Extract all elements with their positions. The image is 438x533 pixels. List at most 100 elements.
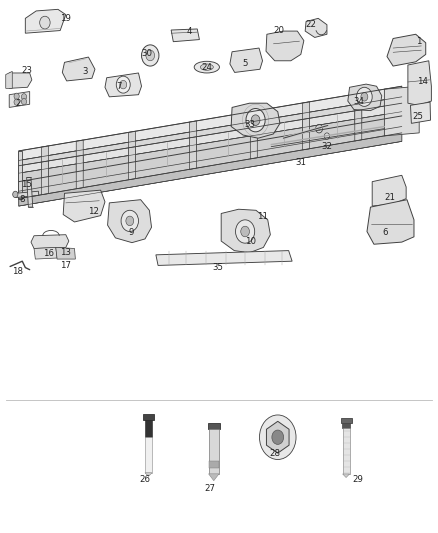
Circle shape (324, 133, 329, 139)
Polygon shape (18, 151, 22, 199)
Polygon shape (19, 116, 402, 191)
Circle shape (241, 226, 250, 237)
Polygon shape (42, 161, 48, 195)
Ellipse shape (200, 64, 213, 70)
Circle shape (272, 430, 284, 445)
Polygon shape (19, 97, 402, 191)
Polygon shape (31, 235, 69, 248)
Circle shape (121, 211, 138, 231)
Polygon shape (76, 140, 83, 172)
Ellipse shape (194, 61, 219, 73)
Circle shape (116, 76, 130, 93)
Polygon shape (231, 103, 280, 138)
Polygon shape (303, 118, 310, 150)
Polygon shape (303, 102, 310, 133)
Text: 20: 20 (274, 26, 285, 35)
Polygon shape (145, 473, 152, 477)
Polygon shape (27, 177, 33, 207)
Text: 29: 29 (352, 475, 363, 484)
Polygon shape (128, 147, 135, 180)
Circle shape (21, 99, 27, 105)
Polygon shape (266, 421, 289, 453)
Text: 10: 10 (245, 237, 256, 246)
Text: 27: 27 (204, 483, 215, 492)
Text: 13: 13 (60, 248, 71, 257)
Text: 17: 17 (60, 261, 71, 270)
Circle shape (14, 93, 19, 100)
Polygon shape (355, 110, 362, 141)
Polygon shape (56, 247, 75, 259)
Text: 19: 19 (60, 14, 71, 23)
Polygon shape (208, 423, 220, 430)
Polygon shape (410, 102, 431, 123)
Circle shape (141, 45, 159, 66)
Circle shape (361, 93, 368, 101)
Polygon shape (251, 111, 257, 142)
Text: 3: 3 (82, 67, 88, 76)
Circle shape (318, 127, 321, 130)
Polygon shape (408, 61, 431, 106)
Text: 31: 31 (295, 158, 306, 167)
Text: 15: 15 (21, 180, 32, 189)
Polygon shape (208, 461, 219, 468)
Text: 24: 24 (201, 63, 212, 71)
Polygon shape (305, 18, 327, 37)
Circle shape (251, 115, 260, 125)
Polygon shape (189, 137, 196, 169)
Text: 26: 26 (140, 475, 151, 484)
Polygon shape (42, 146, 48, 178)
Polygon shape (343, 427, 350, 474)
Text: 2: 2 (15, 99, 21, 108)
Text: 1: 1 (416, 37, 421, 46)
Text: 23: 23 (21, 66, 32, 75)
Polygon shape (145, 437, 152, 473)
Polygon shape (367, 200, 414, 244)
Polygon shape (34, 247, 57, 259)
Polygon shape (208, 430, 219, 474)
Circle shape (246, 109, 265, 132)
Polygon shape (19, 103, 402, 173)
Polygon shape (62, 57, 95, 81)
Text: 9: 9 (128, 228, 134, 237)
Circle shape (120, 80, 127, 89)
Polygon shape (230, 48, 262, 72)
Text: 22: 22 (306, 20, 317, 29)
Polygon shape (19, 86, 402, 160)
Circle shape (236, 220, 254, 243)
Polygon shape (387, 34, 426, 66)
Polygon shape (189, 121, 196, 152)
Text: 25: 25 (413, 112, 424, 122)
Circle shape (146, 50, 155, 61)
Polygon shape (342, 423, 350, 427)
Text: 30: 30 (141, 49, 152, 58)
Text: 5: 5 (242, 60, 248, 68)
Text: 34: 34 (353, 96, 365, 106)
Text: 18: 18 (12, 268, 23, 276)
Circle shape (21, 94, 27, 100)
Polygon shape (25, 10, 66, 33)
Polygon shape (9, 73, 32, 88)
Circle shape (259, 415, 296, 459)
Polygon shape (385, 86, 419, 136)
Polygon shape (15, 191, 39, 198)
Text: 28: 28 (269, 449, 280, 458)
Polygon shape (221, 209, 270, 253)
Polygon shape (105, 73, 141, 97)
Polygon shape (340, 418, 352, 423)
Polygon shape (348, 84, 382, 111)
Polygon shape (171, 29, 199, 42)
Circle shape (316, 124, 322, 133)
Polygon shape (76, 155, 83, 189)
Text: 21: 21 (384, 193, 395, 202)
Polygon shape (9, 92, 30, 108)
Circle shape (14, 99, 19, 106)
Text: 33: 33 (245, 120, 256, 129)
Text: 11: 11 (257, 212, 268, 221)
Text: 32: 32 (321, 142, 332, 151)
Polygon shape (266, 31, 304, 61)
Polygon shape (156, 251, 292, 265)
Polygon shape (108, 200, 152, 243)
Text: 8: 8 (20, 195, 25, 204)
Polygon shape (208, 474, 219, 481)
Polygon shape (128, 131, 135, 163)
